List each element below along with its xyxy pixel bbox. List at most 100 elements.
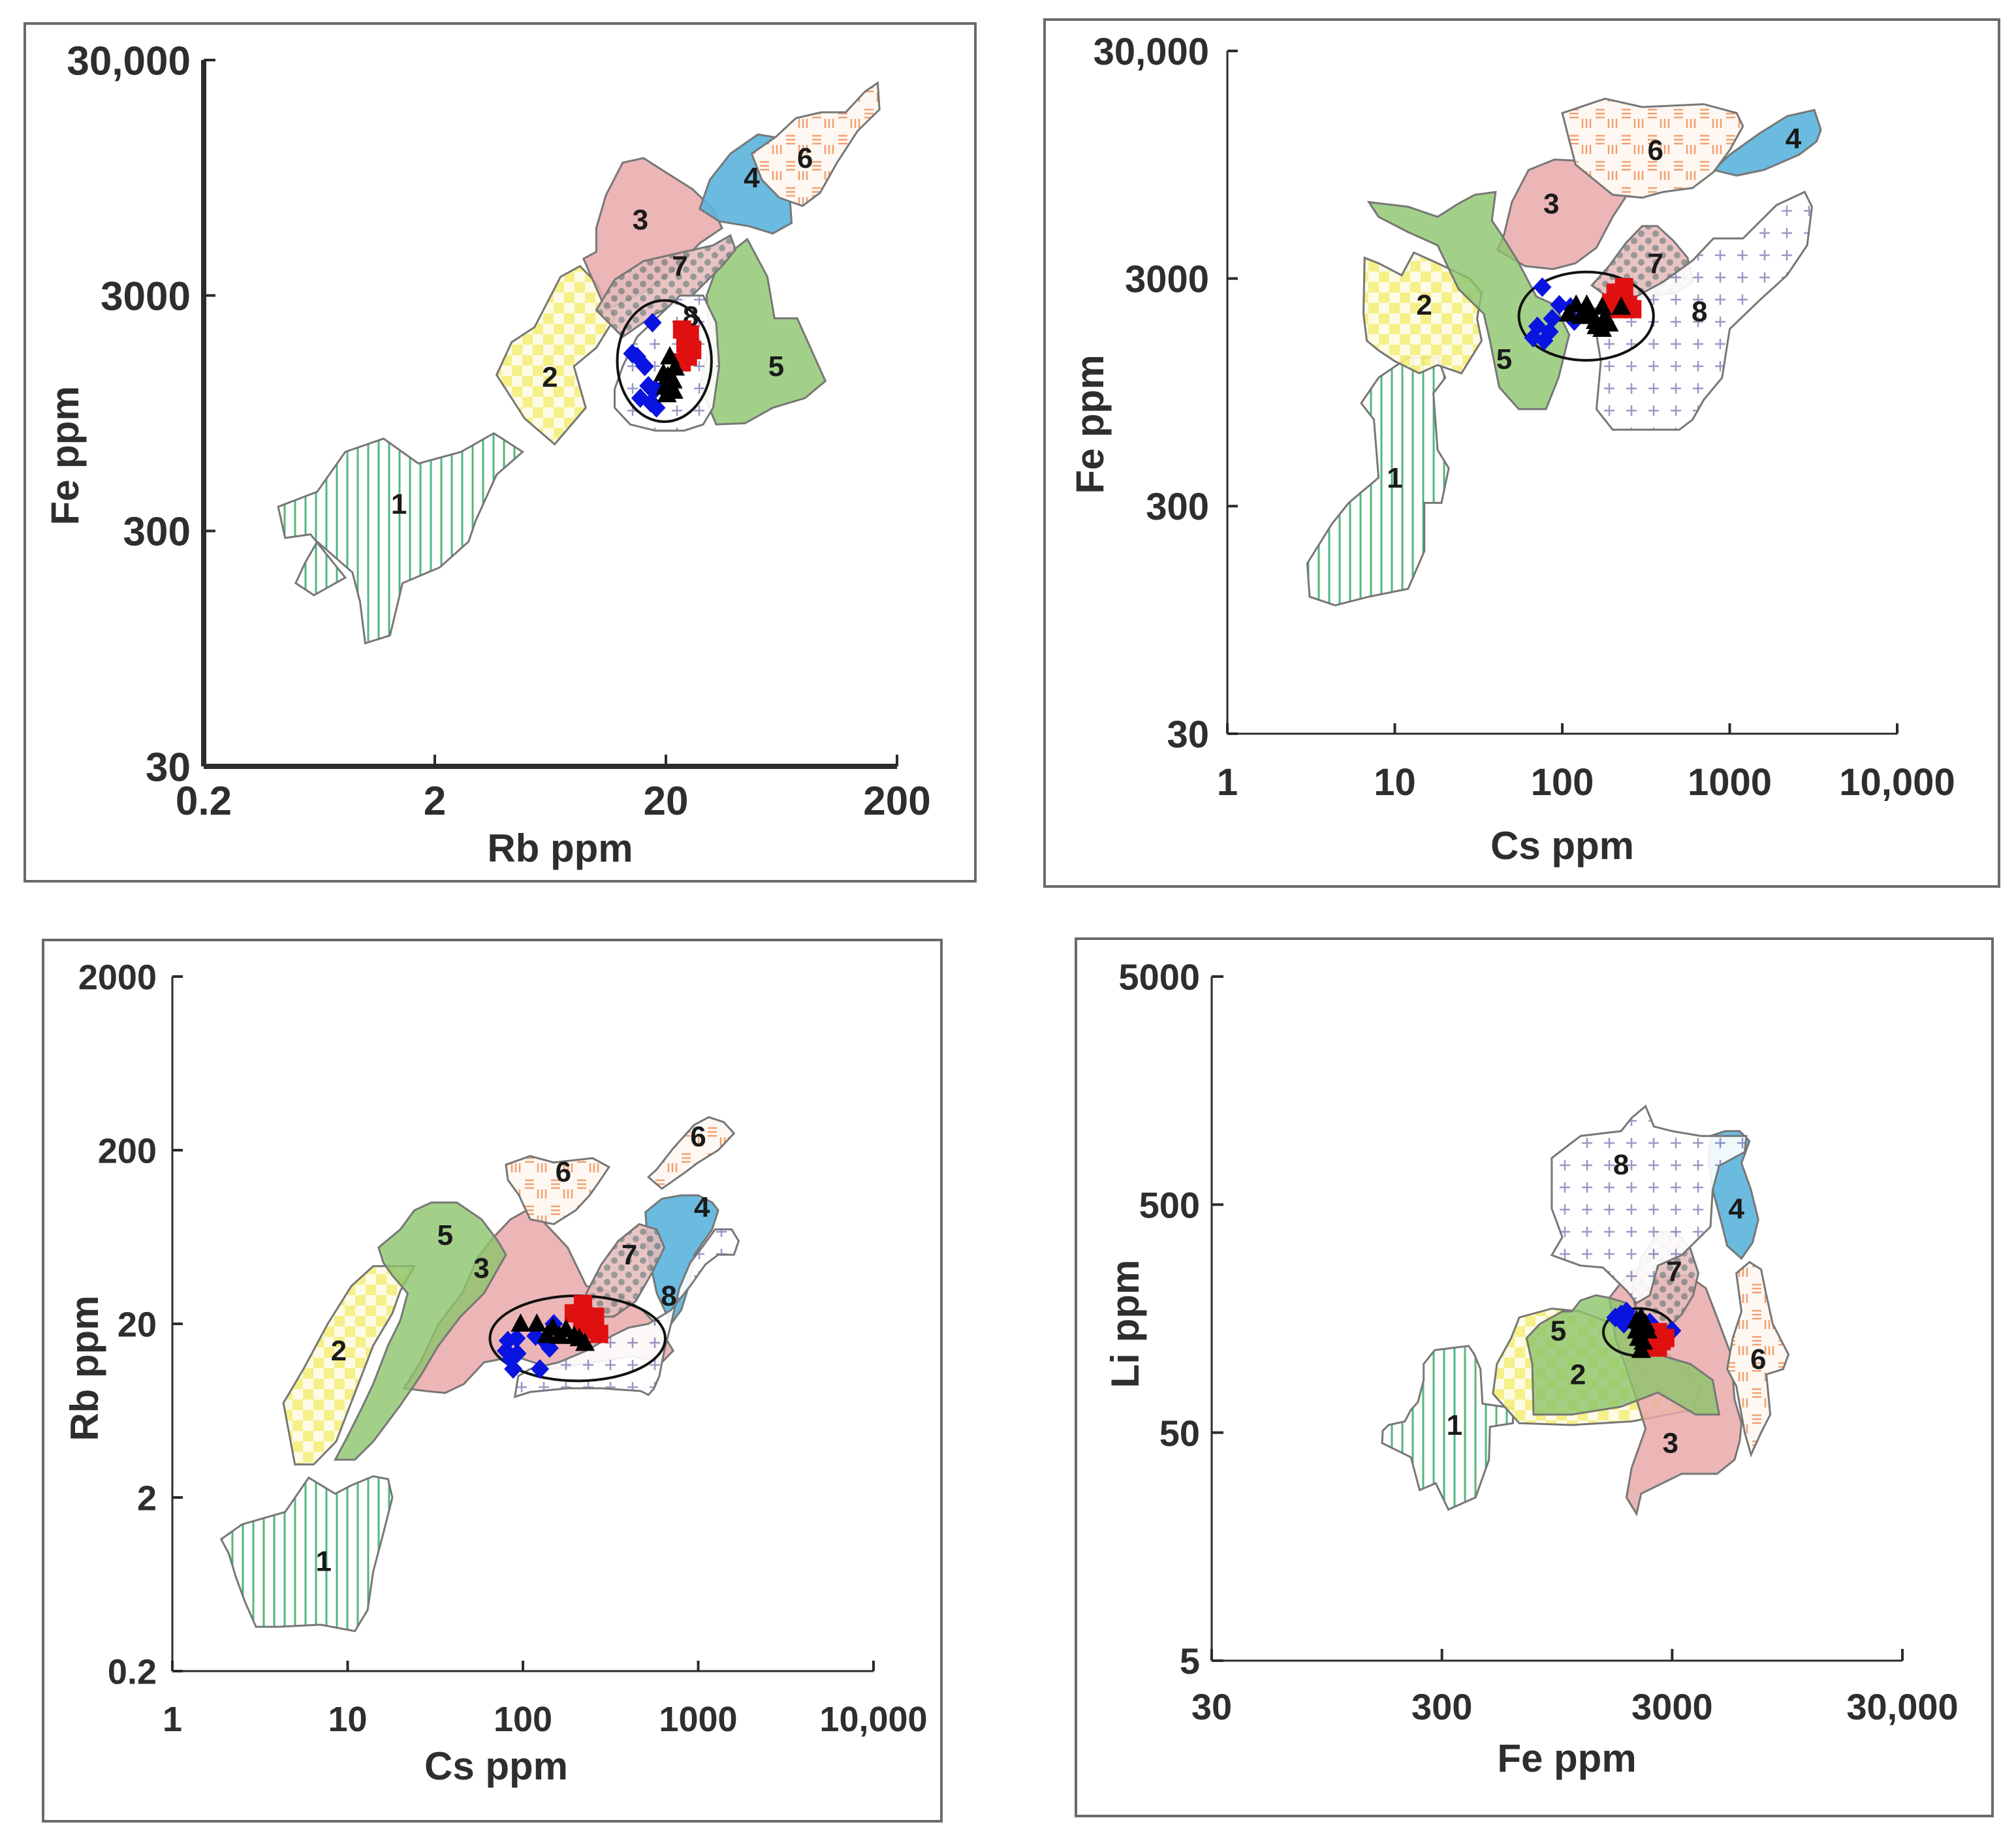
y-tick-label: 200 bbox=[98, 1131, 157, 1170]
y-axis-title: Li ppm bbox=[1103, 1260, 1147, 1388]
field-1 bbox=[219, 1475, 394, 1633]
y-tick-label: 30,000 bbox=[1094, 31, 1209, 73]
triangle-point bbox=[511, 1313, 531, 1332]
field-label-3: 3 bbox=[473, 1252, 489, 1284]
field-label-7: 7 bbox=[1666, 1255, 1682, 1287]
x-tick-label: 1000 bbox=[1688, 761, 1772, 804]
field-label-4: 4 bbox=[1786, 123, 1802, 155]
series-triangle bbox=[511, 1313, 595, 1351]
diamond-point bbox=[504, 1359, 523, 1379]
triangle-point bbox=[1611, 296, 1631, 315]
x-tick-label: 30,000 bbox=[1846, 1686, 1958, 1727]
x-tick-label: 300 bbox=[1411, 1686, 1472, 1727]
x-tick-label: 1 bbox=[1217, 761, 1238, 804]
field-label-1: 1 bbox=[1447, 1409, 1462, 1441]
x-axis-title: Cs ppm bbox=[424, 1744, 568, 1788]
field-7 bbox=[585, 1223, 666, 1318]
field-label-2: 2 bbox=[1570, 1358, 1586, 1390]
field-6 bbox=[505, 1155, 611, 1225]
x-tick-label: 100 bbox=[1531, 761, 1594, 804]
field-8 bbox=[1590, 191, 1814, 431]
diamond-point bbox=[531, 1359, 550, 1379]
field-6b bbox=[646, 1116, 736, 1190]
field-label-5: 5 bbox=[768, 351, 784, 383]
field-label-8: 8 bbox=[1692, 296, 1707, 328]
field-4 bbox=[644, 1194, 719, 1326]
y-tick-label: 3000 bbox=[101, 274, 191, 319]
field-label-8: 8 bbox=[1613, 1149, 1629, 1181]
x-axis-title: Fe ppm bbox=[1497, 1736, 1636, 1780]
y-tick-label: 300 bbox=[123, 510, 191, 555]
triangle-point bbox=[657, 384, 677, 403]
field-label-6: 6 bbox=[797, 142, 813, 174]
triangle-point bbox=[1592, 319, 1613, 337]
y-tick-label: 30 bbox=[146, 745, 191, 790]
square-point bbox=[564, 1304, 583, 1323]
diamond-point bbox=[1543, 309, 1562, 329]
field-label-2: 2 bbox=[1416, 289, 1432, 321]
x-tick-label: 1000 bbox=[659, 1700, 737, 1739]
field-1 bbox=[1306, 356, 1450, 606]
x-tick-label: 10,000 bbox=[1839, 761, 1955, 804]
field-label-6: 6 bbox=[1647, 134, 1663, 166]
sample-ellipse bbox=[616, 299, 713, 423]
field-6 bbox=[750, 81, 881, 208]
y-axis-title: Fe ppm bbox=[43, 386, 87, 525]
series-triangle bbox=[654, 346, 685, 403]
field-2 bbox=[1362, 251, 1483, 375]
y-tick-label: 3000 bbox=[1125, 258, 1209, 301]
field-label-7: 7 bbox=[1647, 247, 1663, 279]
field-label-3: 3 bbox=[1543, 188, 1559, 220]
field-label-3: 3 bbox=[633, 204, 648, 236]
field-label-1: 1 bbox=[316, 1545, 332, 1577]
y-axis-title: Rb ppm bbox=[63, 1295, 106, 1441]
field-label-8: 8 bbox=[661, 1280, 676, 1312]
field-label-2: 2 bbox=[542, 362, 558, 394]
x-tick-label: 2 bbox=[424, 779, 446, 824]
x-tick-label: 1 bbox=[163, 1700, 182, 1739]
field-label-6b: 6 bbox=[690, 1121, 706, 1153]
x-tick-label: 200 bbox=[863, 779, 930, 824]
x-tick-label: 30 bbox=[1191, 1686, 1232, 1727]
y-tick-label: 20 bbox=[118, 1305, 157, 1344]
diamond-point bbox=[643, 313, 662, 333]
x-tick-label: 10 bbox=[328, 1700, 367, 1739]
field-label-1: 1 bbox=[391, 488, 407, 520]
y-tick-label: 5 bbox=[1180, 1640, 1200, 1682]
field-label-6: 6 bbox=[1750, 1343, 1766, 1375]
square-point bbox=[1614, 277, 1633, 296]
diamond-point bbox=[1535, 330, 1554, 351]
field-label-5: 5 bbox=[437, 1219, 453, 1251]
diamond-point bbox=[635, 356, 654, 377]
triangle-point bbox=[575, 1332, 595, 1351]
field-5 bbox=[1366, 191, 1571, 411]
y-tick-label: 5000 bbox=[1118, 956, 1200, 997]
field-label-7: 7 bbox=[672, 251, 687, 283]
diamond-point bbox=[507, 1328, 526, 1349]
diamond-point bbox=[1533, 277, 1552, 297]
field-label-4: 4 bbox=[744, 162, 760, 194]
panel-frame-top-right bbox=[1043, 18, 2000, 888]
square-point bbox=[586, 1307, 605, 1326]
field-8 bbox=[1550, 1104, 1748, 1305]
fields bbox=[277, 81, 881, 645]
y-tick-label: 0.2 bbox=[108, 1652, 157, 1691]
square-point bbox=[590, 1324, 608, 1343]
diamond-point bbox=[1550, 294, 1569, 315]
series-triangle bbox=[1558, 294, 1631, 337]
x-tick-label: 10 bbox=[1374, 761, 1416, 804]
field-label-5: 5 bbox=[1496, 343, 1512, 375]
x-axis-title: Cs ppm bbox=[1490, 824, 1634, 868]
x-axis-title: Rb ppm bbox=[487, 826, 633, 870]
field-label-6: 6 bbox=[556, 1156, 571, 1188]
triangle-point bbox=[550, 1325, 570, 1344]
y-tick-label: 300 bbox=[1146, 486, 1209, 528]
field-6 bbox=[1561, 97, 1744, 199]
field-label-4: 4 bbox=[694, 1191, 710, 1223]
field-1 bbox=[277, 431, 525, 645]
y-tick-label: 2 bbox=[137, 1479, 157, 1518]
field-4 bbox=[1711, 108, 1822, 177]
field-6 bbox=[1726, 1261, 1790, 1458]
